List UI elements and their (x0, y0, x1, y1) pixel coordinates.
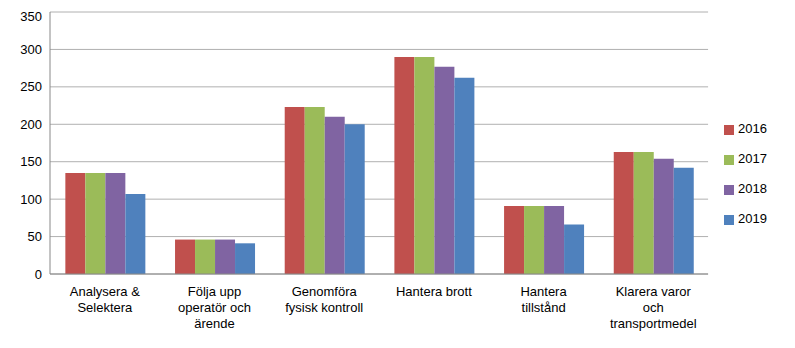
svg-text:200: 200 (20, 117, 42, 132)
svg-text:Hantera brott: Hantera brott (396, 284, 472, 299)
html-text:2017: 2017 (738, 151, 767, 166)
html-text:2016: 2016 (738, 121, 767, 136)
svg-text:50: 50 (28, 229, 42, 244)
html-text:2018: 2018 (738, 181, 767, 196)
svg-text:0: 0 (35, 267, 42, 282)
svg-text:Hanteratillstånd: Hanteratillstånd (520, 284, 567, 315)
svg-text:Klarera varorochtransportmedel: Klarera varorochtransportmedel (610, 284, 697, 331)
svg-text:Genomförafysisk kontroll: Genomförafysisk kontroll (285, 284, 363, 315)
svg-text:100: 100 (20, 192, 42, 207)
svg-text:350: 350 (20, 9, 42, 24)
svg-text:Följa uppoperatör ochärende: Följa uppoperatör ochärende (178, 284, 251, 331)
svg-text:Analysera &Selektera: Analysera &Selektera (70, 284, 140, 315)
html-text:2019: 2019 (738, 211, 767, 226)
svg-text:250: 250 (20, 79, 42, 94)
svg-text:300: 300 (20, 42, 42, 57)
svg-text:150: 150 (20, 154, 42, 169)
